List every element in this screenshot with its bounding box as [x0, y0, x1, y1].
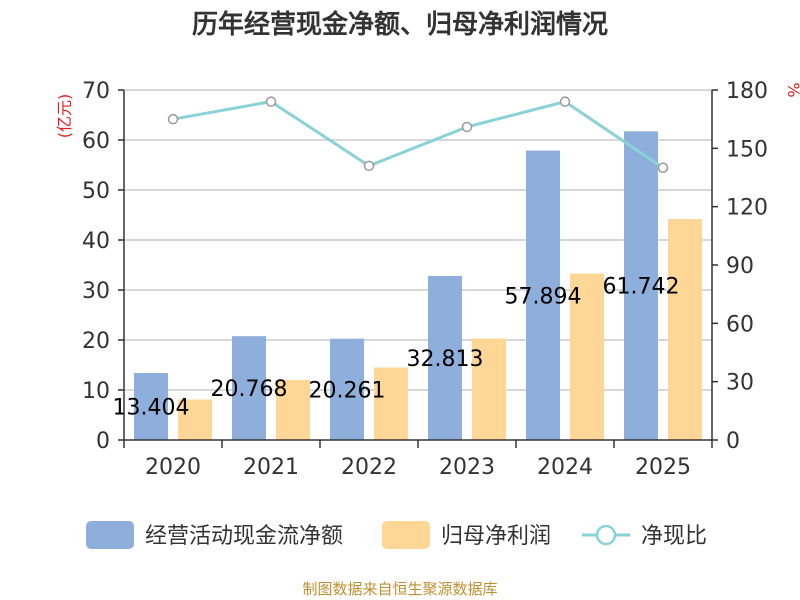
right-axis-tick-label: 90 [726, 254, 754, 279]
legend: 经营活动现金流净额 归母净利润 净现比 [86, 521, 707, 549]
bar-net-profit [472, 338, 506, 440]
left-axis-tick-label: 20 [82, 329, 110, 354]
ratio-point [167, 113, 179, 125]
left-axis-tick-label: 0 [96, 429, 110, 454]
right-axis-unit: % [784, 82, 800, 97]
bar-net-profit [570, 273, 604, 440]
legend-swatch-net-profit [382, 521, 430, 549]
legend-label-ratio: 净现比 [641, 524, 707, 549]
bar-cashflow [624, 131, 658, 441]
left-axis-tick-label: 60 [82, 129, 110, 154]
ratio-line-path [172, 100, 664, 170]
data-label-cashflow: 32.813 [407, 347, 484, 372]
left-axis-tick-label: 10 [82, 379, 110, 404]
axes: 0 10 20 30 40 50 60 70 0 30 60 90 120 150 180 2020 2021 2… [82, 79, 768, 480]
right-axis-tick-label: 150 [726, 137, 768, 162]
legend-swatch-cashflow [86, 521, 134, 549]
ratio-point [657, 162, 669, 174]
bar-cashflow [134, 372, 168, 440]
data-label-cashflow: 61.742 [603, 275, 680, 300]
legend-label-net-profit: 归母净利润 [441, 524, 551, 549]
right-axis-tick-label: 120 [726, 196, 768, 221]
bar-cashflow [330, 338, 364, 440]
bar-net-profit [178, 399, 212, 440]
x-axis-tick-label: 2021 [243, 455, 299, 480]
x-axis-tick-label: 2022 [341, 455, 397, 480]
left-axis-tick-label: 40 [82, 229, 110, 254]
legend-swatch-ratio-marker [595, 524, 617, 546]
ratio-point [363, 160, 375, 172]
ratio-point [461, 121, 473, 133]
bar-net-profit [276, 380, 310, 440]
ratio-point [559, 96, 571, 107]
bar-cashflow [526, 150, 560, 440]
right-axis-tick-label: 0 [726, 429, 740, 454]
x-axis-tick-label: 2025 [635, 455, 691, 480]
ratio-line [167, 96, 669, 174]
bar-net-profit [668, 219, 702, 440]
bars [134, 131, 702, 441]
grid-lines [124, 89, 712, 391]
data-label-cashflow: 20.261 [309, 378, 386, 403]
right-axis-tick-label: 180 [726, 79, 768, 104]
bar-cashflow [232, 336, 266, 440]
legend-label-cashflow: 经营活动现金流净额 [145, 524, 343, 549]
left-axis-tick-label: 50 [82, 179, 110, 204]
left-axis-tick-label: 30 [82, 279, 110, 304]
left-axis-tick-label: 70 [82, 79, 110, 104]
data-source-note: 制图数据来自恒生聚源数据库 [302, 580, 498, 598]
x-axis-tick-label: 2020 [145, 455, 201, 480]
bar-net-profit [374, 367, 408, 440]
data-label-cashflow: 20.768 [211, 377, 288, 402]
x-axis-tick-label: 2024 [537, 455, 593, 480]
data-label-cashflow: 57.894 [505, 284, 582, 309]
chart-title: 历年经营现金净额、归母净利润情况 [191, 10, 608, 40]
right-axis-tick-label: 30 [726, 371, 754, 396]
x-axis-tick-label: 2023 [439, 455, 495, 480]
data-labels: 13.404 20.768 20.261 32.813 57.894 61.742 [113, 275, 680, 421]
left-axis-unit: (亿元) [55, 94, 74, 139]
ratio-point [265, 96, 277, 107]
bar-cashflow [428, 275, 462, 440]
right-axis-tick-label: 60 [726, 312, 754, 337]
data-label-cashflow: 13.404 [113, 395, 190, 420]
